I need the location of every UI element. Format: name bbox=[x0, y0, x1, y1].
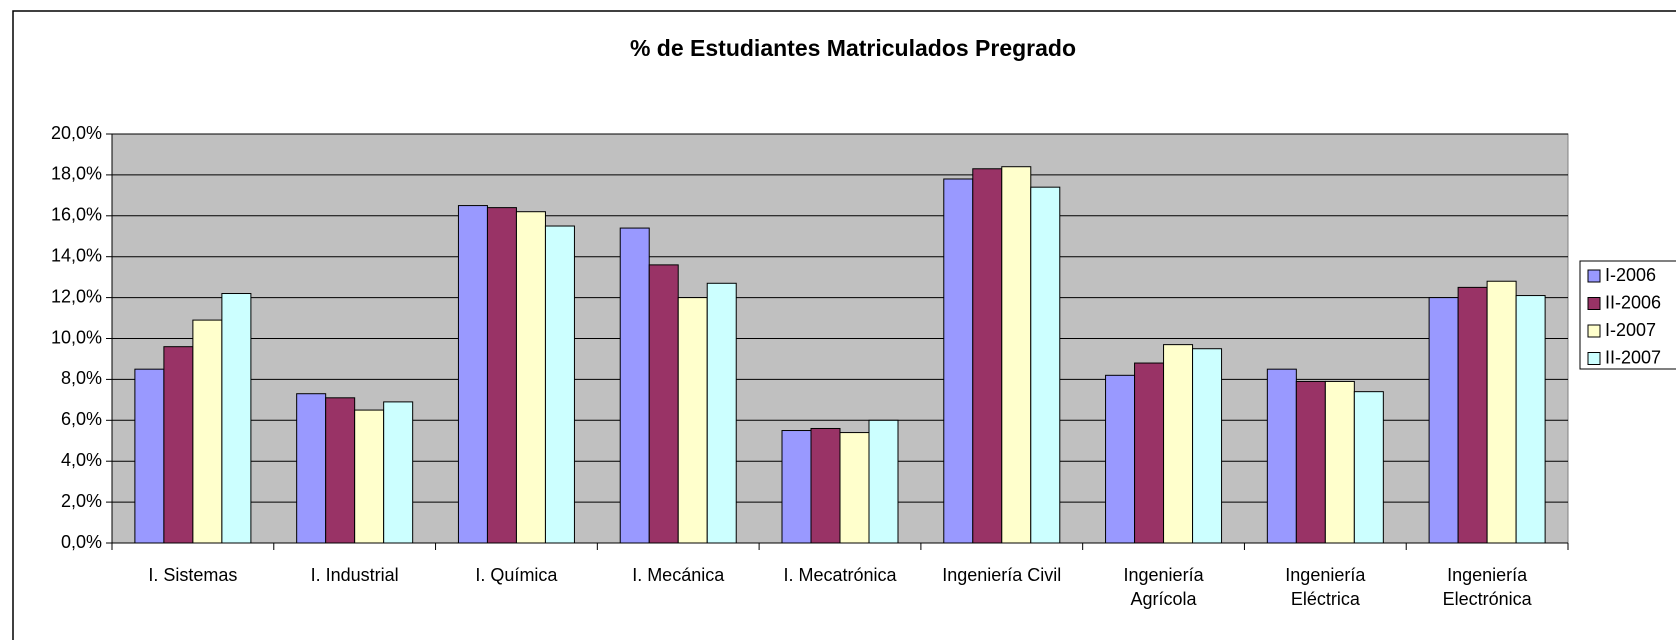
bar bbox=[648, 264, 679, 544]
x-tick-label: Ingeniería Civil bbox=[942, 565, 1062, 585]
x-tick-label: Ingeniería Eléctrica bbox=[1285, 565, 1366, 609]
x-tick-label: I. Industrial bbox=[310, 565, 399, 585]
y-tick-label: 10,0% bbox=[51, 327, 102, 347]
legend-label: I-2007 bbox=[1605, 320, 1656, 340]
bar bbox=[943, 178, 974, 544]
y-tick-label: 20,0% bbox=[51, 123, 102, 143]
x-tick-label: I. Mecánica bbox=[632, 565, 725, 585]
y-tick-label: 6,0% bbox=[61, 409, 102, 429]
bar bbox=[1515, 295, 1546, 544]
bar bbox=[839, 432, 870, 544]
bar bbox=[1428, 297, 1459, 544]
bar bbox=[1001, 166, 1032, 544]
bar bbox=[515, 211, 546, 544]
bar bbox=[544, 225, 575, 544]
legend-swatch bbox=[1587, 352, 1601, 365]
bar bbox=[457, 205, 488, 544]
bar bbox=[1324, 380, 1355, 544]
bar bbox=[810, 427, 841, 544]
y-tick-label: 14,0% bbox=[51, 245, 102, 265]
bar bbox=[1030, 186, 1061, 544]
y-tick-label: 4,0% bbox=[61, 450, 102, 470]
bar bbox=[1457, 286, 1488, 544]
legend-swatch bbox=[1587, 324, 1601, 338]
bar bbox=[163, 346, 194, 544]
bar bbox=[677, 297, 708, 544]
y-tick-label: 18,0% bbox=[51, 164, 102, 184]
bar bbox=[781, 430, 812, 544]
x-tick-label: I. Sistemas bbox=[148, 565, 238, 585]
bar bbox=[706, 282, 737, 544]
x-tick-label: Ingeniería Agrícola bbox=[1123, 565, 1204, 609]
bar bbox=[325, 397, 356, 544]
y-tick-label: 8,0% bbox=[61, 368, 102, 388]
bar bbox=[1163, 344, 1194, 544]
chart-title: % de Estudiantes Matriculados Pregrado bbox=[630, 35, 1076, 61]
bar bbox=[1353, 391, 1384, 544]
legend-swatch bbox=[1587, 297, 1601, 310]
bar bbox=[1295, 380, 1326, 544]
bar bbox=[221, 293, 252, 544]
y-tick-label: 2,0% bbox=[61, 491, 102, 511]
bar bbox=[1486, 280, 1517, 544]
bar bbox=[354, 409, 385, 544]
x-tick-label: Ingeniería Electrónica bbox=[1442, 565, 1532, 609]
bar bbox=[868, 419, 899, 544]
bar bbox=[296, 393, 327, 544]
bar bbox=[486, 207, 517, 544]
x-tick-label: I. Mecatrónica bbox=[783, 565, 897, 585]
legend-label: II-2007 bbox=[1605, 347, 1661, 367]
bar bbox=[1192, 348, 1223, 544]
x-tick-label: I. Química bbox=[475, 565, 558, 585]
bar bbox=[192, 319, 223, 544]
legend-label: II-2006 bbox=[1605, 292, 1661, 312]
y-tick-label: 12,0% bbox=[51, 286, 102, 306]
legend-swatch bbox=[1587, 269, 1601, 283]
bar bbox=[134, 368, 165, 544]
legend-label: I-2006 bbox=[1605, 265, 1656, 285]
bar bbox=[1105, 374, 1136, 544]
bar bbox=[619, 227, 650, 544]
y-tick-label: 0,0% bbox=[61, 532, 102, 552]
bar bbox=[383, 401, 414, 544]
bar bbox=[1266, 368, 1297, 544]
bar bbox=[972, 168, 1003, 544]
bar bbox=[1134, 362, 1165, 544]
y-tick-label: 16,0% bbox=[51, 205, 102, 225]
